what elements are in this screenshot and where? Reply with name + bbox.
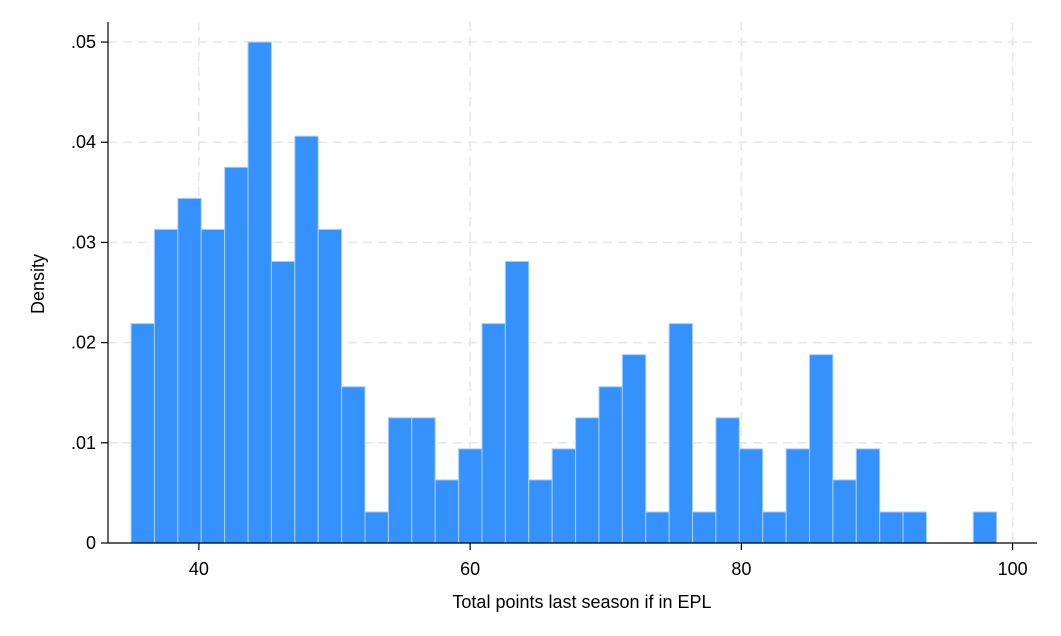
histogram-bar bbox=[528, 479, 553, 544]
histogram-bar bbox=[200, 228, 226, 544]
histogram-bar bbox=[153, 228, 179, 544]
histogram-bar bbox=[551, 448, 577, 544]
histogram-bar bbox=[224, 166, 249, 544]
histogram-bar bbox=[130, 323, 155, 544]
histogram-bar bbox=[458, 448, 483, 544]
histogram-bar bbox=[645, 511, 670, 544]
histogram-bar bbox=[411, 417, 436, 544]
histogram-bar bbox=[294, 135, 319, 544]
y-tick-label: .01 bbox=[71, 433, 96, 453]
histogram-bars bbox=[130, 41, 998, 544]
x-tick-label: 60 bbox=[460, 559, 480, 579]
histogram-bar bbox=[364, 511, 389, 544]
histogram-bar bbox=[504, 260, 530, 544]
axes bbox=[107, 22, 1037, 544]
histogram-bar bbox=[715, 417, 740, 544]
histogram-bar bbox=[317, 228, 343, 544]
x-tick-label: 80 bbox=[731, 559, 751, 579]
histogram-bar bbox=[902, 511, 927, 544]
x-tick-label: 40 bbox=[189, 559, 209, 579]
histogram-bar bbox=[762, 511, 787, 544]
histogram-bar bbox=[598, 386, 623, 544]
histogram-bar bbox=[341, 386, 366, 544]
y-tick-label: .03 bbox=[71, 232, 96, 252]
x-axis-ticks: 40 60 80 100 bbox=[189, 543, 1028, 579]
histogram-bar bbox=[668, 323, 694, 544]
histogram-bar bbox=[808, 354, 834, 544]
x-axis-title: Total points last season if in EPL bbox=[452, 592, 711, 612]
histogram-bar bbox=[855, 448, 881, 544]
histogram-bar bbox=[247, 41, 272, 544]
histogram-bar bbox=[177, 197, 202, 544]
histogram-bar bbox=[832, 479, 857, 544]
histogram-bar bbox=[972, 511, 998, 544]
histogram-bar bbox=[621, 354, 647, 544]
y-tick-label: .04 bbox=[71, 132, 96, 152]
y-axis-title: Density bbox=[28, 254, 48, 314]
histogram-bar bbox=[270, 260, 296, 544]
y-tick-label: .02 bbox=[71, 333, 96, 353]
y-axis-ticks: 0 .01 .02 .03 .04 .05 bbox=[71, 32, 108, 553]
histogram-bar bbox=[738, 448, 764, 544]
x-tick-label: 100 bbox=[998, 559, 1028, 579]
histogram-bar bbox=[434, 479, 460, 544]
histogram-bar bbox=[387, 417, 413, 544]
y-tick-label: 0 bbox=[86, 533, 96, 553]
histogram-bar bbox=[575, 417, 600, 544]
histogram-bar bbox=[692, 511, 717, 544]
y-tick-label: .05 bbox=[71, 32, 96, 52]
histogram-bar bbox=[879, 511, 904, 544]
histogram-bar bbox=[785, 448, 810, 544]
histogram-bar bbox=[481, 323, 506, 544]
